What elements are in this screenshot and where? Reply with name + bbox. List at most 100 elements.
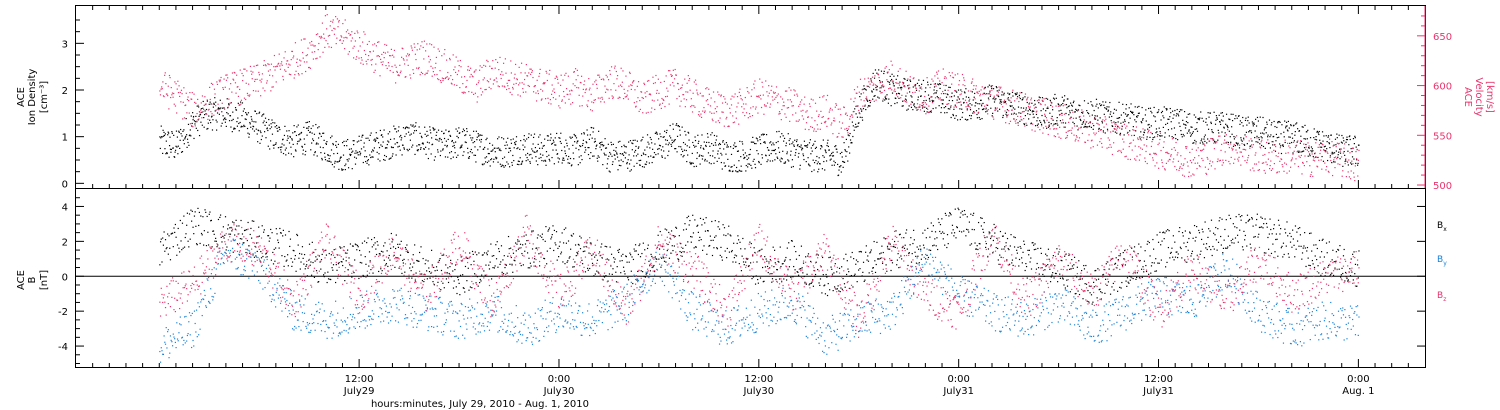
density-point [1038, 102, 1040, 104]
velocity-point [313, 45, 315, 47]
density-point [414, 153, 416, 156]
velocity-point [311, 40, 313, 43]
velocity-point [658, 92, 660, 94]
density-point [302, 149, 304, 151]
velocity-point [221, 102, 223, 104]
velocity-point [543, 82, 545, 84]
density-point [838, 169, 840, 171]
velocity-point [532, 91, 535, 93]
density-point [874, 69, 877, 71]
density-point [596, 144, 598, 146]
velocity-point [166, 93, 168, 95]
velocity-point [1266, 141, 1268, 144]
density-point [1153, 106, 1155, 109]
velocity-point [223, 78, 225, 80]
velocity-point [763, 104, 766, 106]
velocity-point [552, 90, 554, 92]
density-point [1150, 110, 1152, 113]
velocity-point [600, 101, 602, 103]
velocity-point [1071, 132, 1073, 134]
velocity-point [1158, 142, 1160, 144]
velocity-point [1100, 138, 1102, 140]
velocity-point [987, 109, 989, 111]
density-point [475, 130, 477, 132]
velocity-point [837, 136, 839, 138]
density-point [1106, 106, 1108, 108]
bx-point [326, 281, 328, 284]
density-point [757, 140, 759, 142]
bx-point [310, 261, 312, 263]
density-point [265, 137, 267, 139]
density-point [885, 98, 888, 100]
bx-point [290, 257, 292, 260]
velocity-point [1226, 141, 1228, 143]
density-point [313, 133, 316, 135]
velocity-point [1339, 150, 1341, 152]
density-point [933, 89, 935, 91]
velocity-point [447, 71, 449, 74]
velocity-point [988, 99, 990, 101]
velocity-point [1110, 146, 1112, 148]
velocity-point [627, 98, 629, 100]
velocity-point [417, 43, 419, 45]
velocity-point [1228, 146, 1231, 149]
density-point [538, 157, 540, 159]
density-point [522, 144, 524, 146]
velocity-point [1176, 154, 1178, 156]
density-point [1252, 125, 1254, 127]
bx-point [380, 250, 383, 252]
density-point [1217, 129, 1219, 131]
velocity-point [991, 89, 993, 91]
density-point [955, 90, 957, 92]
density-point [496, 147, 498, 149]
bx-point [296, 233, 298, 236]
density-point [483, 148, 485, 150]
density-point [957, 96, 959, 98]
velocity-point [1187, 165, 1189, 167]
density-point [1243, 144, 1246, 146]
density-point [1015, 94, 1017, 96]
density-point [1022, 98, 1024, 101]
density-point [904, 98, 907, 100]
density-point [359, 151, 361, 153]
velocity-point [656, 89, 658, 92]
velocity-point [1337, 163, 1339, 165]
density-point [739, 170, 741, 172]
velocity-point [1174, 149, 1177, 151]
density-point [184, 138, 186, 140]
velocity-point [1340, 148, 1342, 150]
density-point [662, 136, 664, 138]
density-point [468, 157, 470, 159]
density-point [588, 138, 591, 140]
density-point [545, 151, 548, 153]
velocity-point [960, 93, 962, 95]
density-point [263, 113, 265, 115]
velocity-point [1125, 155, 1127, 157]
velocity-point [851, 114, 853, 116]
density-point [303, 138, 305, 140]
velocity-point [834, 120, 836, 122]
density-point [1299, 151, 1301, 153]
density-point [1225, 113, 1228, 115]
velocity-point [348, 51, 351, 53]
density-point [639, 164, 641, 166]
density-point [974, 92, 976, 95]
density-point [413, 132, 415, 134]
density-point [864, 105, 866, 107]
density-point [973, 96, 975, 98]
density-point [531, 148, 533, 150]
velocity-point [441, 77, 443, 79]
density-point [400, 139, 402, 141]
density-point [280, 151, 282, 153]
bx-point [308, 243, 311, 245]
density-point [782, 150, 784, 152]
density-point [1297, 150, 1299, 152]
density-point [1068, 105, 1070, 107]
bx-point [295, 270, 297, 272]
density-point [692, 141, 694, 144]
density-point [841, 156, 843, 158]
velocity-point [561, 99, 563, 101]
density-point [778, 130, 780, 133]
velocity-point [182, 118, 184, 120]
density-point [599, 142, 602, 144]
